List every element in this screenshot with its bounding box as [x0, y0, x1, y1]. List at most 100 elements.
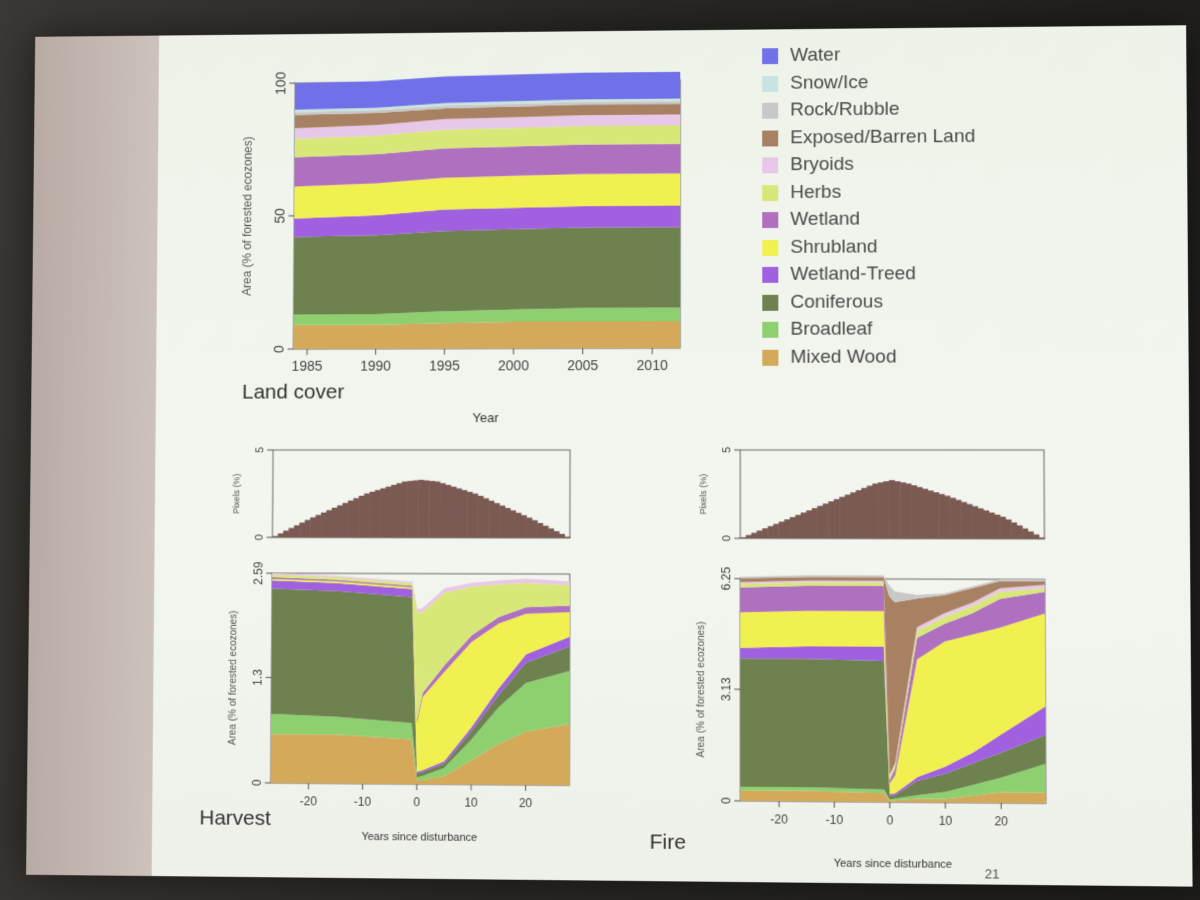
legend-label: Snow/Ice [790, 71, 869, 94]
chart-landcover-x-tick-label: 2005 [567, 357, 598, 373]
chart-fire-area-x-tick-label: 20 [994, 814, 1008, 829]
chart-fire-area-x-tick-label: -20 [770, 812, 788, 827]
chart-harvest-hist-bar [548, 528, 555, 538]
legend-swatch [762, 157, 779, 174]
slide-page-number: 21 [984, 866, 1000, 882]
chart-harvest-area-y-tick-label: 2.59 [251, 561, 265, 585]
legend-swatch [762, 349, 779, 366]
legend-label: Herbs [790, 181, 842, 203]
legend-item-coniferous: Coniferous [762, 289, 883, 315]
chart-harvest-hist-bar [537, 523, 544, 539]
chart-harvest-hist-y-axis-label: Pixels (%) [231, 474, 241, 514]
chart-harvest-hist-bar [304, 519, 311, 538]
chart-fire-hist-bar [938, 494, 945, 539]
chart-harvest-hist-bar [542, 525, 549, 538]
chart-harvest-area-series-bryoids [271, 573, 570, 614]
legend-swatch [762, 184, 779, 201]
chart-fire-hist-bar [872, 483, 879, 539]
chart-fire-hist-bar [916, 487, 923, 539]
chart-harvest-hist-bar [385, 486, 392, 538]
chart-landcover-series-shrubland [294, 173, 681, 219]
chart-harvest-hist-bar [505, 508, 512, 539]
panel-label-land-cover: Land cover [241, 380, 345, 404]
slide-content: 1985 1990 1995 2000 2005 2010 0 50 100 Year Area (… [151, 25, 1193, 887]
chart-harvest-hist-bar [564, 536, 571, 538]
chart-landcover-y-tick-label: 0 [271, 345, 287, 353]
chart-harvest-area-x-tick-label: 0 [413, 795, 420, 809]
chart-fire-hist-bar [839, 496, 846, 539]
chart-fire-hist-bar [933, 492, 940, 539]
legend-item-snow-ice: Snow/Ice [762, 70, 869, 97]
chart-harvest-hist-bar [466, 491, 473, 538]
chart-harvest-hist-bar [310, 517, 317, 538]
chart-fire-hist-bar [899, 482, 907, 539]
chart-landcover-x-tick-label: 1995 [429, 357, 460, 373]
chart-harvest-hist-bar [472, 493, 479, 538]
fire-pixels-histogram: 0 5 Pixels (%) [698, 447, 1075, 541]
legend-swatch [762, 75, 779, 92]
chart-landcover-series-water [295, 71, 681, 110]
legend-swatch [762, 102, 779, 119]
legend-item-wetland: Wetland [762, 207, 860, 233]
chart-fire-hist-y-tick-label: 0 [721, 535, 733, 541]
chart-fire-area-series-wetland [740, 585, 1046, 785]
chart-harvest-hist-bar [499, 506, 506, 539]
panel-label-harvest: Harvest [199, 806, 271, 831]
chart-harvest-hist-bar [342, 502, 349, 538]
chart-harvest-hist-bar [272, 536, 279, 538]
chart-fire-hist-bar [740, 537, 747, 539]
chart-harvest-hist-bar [315, 514, 322, 538]
chart-fire-hist-y-tick-label: 5 [721, 447, 733, 453]
chart-harvest-hist-bar [483, 499, 490, 539]
chart-landcover-series-exposed-barren-land [294, 103, 681, 129]
chart-harvest-area-series-herbs [273, 578, 569, 720]
chart-harvest-hist-bar [531, 520, 539, 539]
chart-harvest-hist-bar [489, 501, 496, 539]
chart-fire-hist-bar [905, 483, 912, 539]
chart-landcover-series-coniferous [293, 227, 681, 315]
chart-fire-hist-bar [844, 494, 851, 539]
chart-fire-hist-bar [817, 505, 824, 539]
fire-area-chart: -20 -10 0 10 20 0 3.13 6.25 Years since disturba… [696, 566, 1077, 871]
chart-fire-hist-bar [855, 490, 862, 539]
chart-harvest-area-series-coniferous [272, 591, 569, 777]
chart-harvest-hist-bar [412, 480, 419, 538]
chart-fire-hist-bar [894, 481, 901, 539]
chart-harvest-hist-bar [439, 483, 446, 538]
chart-harvest-area-x-tick-label: 20 [519, 796, 533, 810]
legend-label: Broadleaf [790, 318, 873, 340]
chart-fire-hist-bar [795, 514, 802, 539]
chart-fire-hist-bar [773, 523, 780, 539]
chart-fire-hist-bar [960, 502, 968, 539]
chart-fire-hist-bar [977, 508, 984, 539]
chart-harvest-hist-bar [450, 486, 457, 538]
legend-swatch [762, 130, 779, 147]
chart-fire-hist-bar [751, 532, 758, 539]
legend-item-wetland-treed: Wetland-Treed [762, 261, 916, 288]
chart-harvest-hist-bar [423, 480, 430, 538]
chart-fire-hist-bar [767, 526, 774, 539]
legend-label: Wetland [790, 208, 861, 230]
panel-label-fire: Fire [649, 830, 687, 855]
chart-fire-hist-bar [861, 487, 868, 539]
chart-fire-area-y-axis-label: Area (% of forested ecozones) [696, 621, 707, 757]
chart-harvest-hist-bar [510, 510, 517, 539]
chart-fire-hist-bar [806, 510, 813, 539]
chart-harvest-area-y-tick-label: 0 [250, 779, 264, 786]
chart-landcover-series-wetland-treed [294, 205, 681, 238]
chart-fire-hist-bar [822, 503, 829, 539]
chart-harvest-area-x-tick-label: -20 [300, 794, 318, 808]
chart-fire-area-x-tick-label: -10 [826, 813, 844, 828]
chart-landcover-series-mixed-wood [293, 321, 681, 350]
chart-fire-hist-bar [877, 482, 885, 539]
chart-fire-hist-bar [1010, 522, 1018, 539]
chart-fire-hist-bar [778, 521, 785, 539]
chart-harvest-hist-bar [331, 507, 338, 538]
legend-item-shrubland: Shrubland [762, 234, 878, 261]
chart-fire-hist-bar [1022, 528, 1029, 539]
legend-swatch [762, 321, 779, 338]
chart-harvest-hist-y-tick-label: 0 [254, 534, 266, 540]
chart-fire-hist-bar [888, 480, 896, 539]
chart-fire-area-y-tick-label: 0 [719, 797, 733, 804]
chart-harvest-hist-bar [428, 480, 435, 538]
